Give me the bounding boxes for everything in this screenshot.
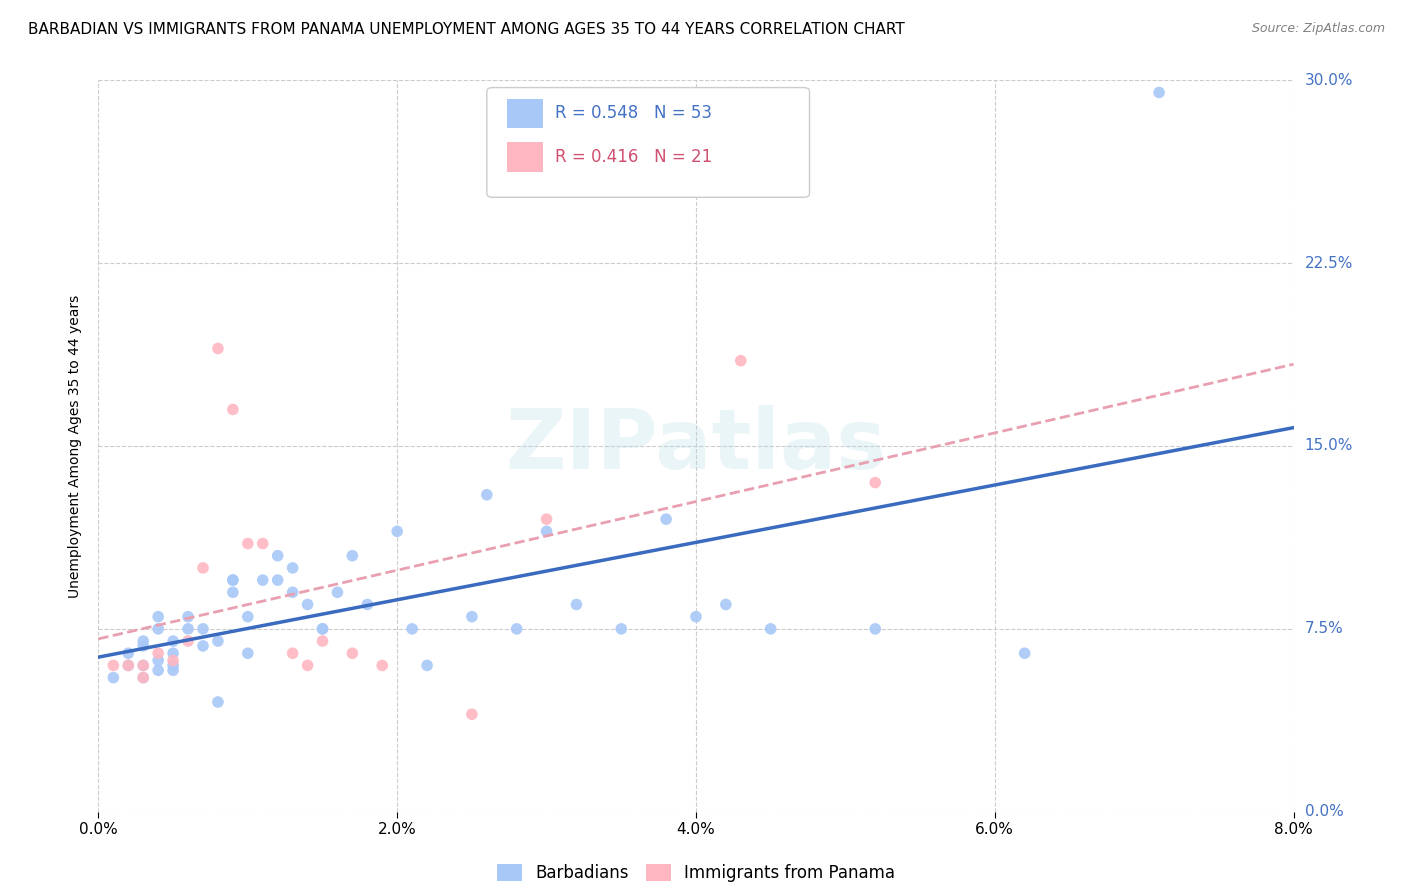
Point: [236, 646, 259, 660]
Point: [655, 512, 678, 526]
Point: [132, 639, 155, 653]
Point: [730, 353, 752, 368]
Point: [281, 646, 304, 660]
Point: [162, 646, 184, 660]
Text: Source: ZipAtlas.com: Source: ZipAtlas.com: [1251, 22, 1385, 36]
FancyBboxPatch shape: [508, 99, 543, 128]
Point: [281, 561, 304, 575]
Point: [865, 475, 887, 490]
Point: [565, 598, 588, 612]
Point: [162, 663, 184, 677]
Point: [311, 622, 333, 636]
Point: [267, 573, 290, 587]
Point: [1014, 646, 1036, 660]
Text: ZIPatlas: ZIPatlas: [506, 406, 886, 486]
Legend: Barbadians, Immigrants from Panama: Barbadians, Immigrants from Panama: [498, 864, 894, 882]
Point: [162, 654, 184, 668]
Point: [536, 512, 558, 526]
Point: [759, 622, 782, 636]
Point: [222, 585, 245, 599]
Y-axis label: Unemployment Among Ages 35 to 44 years: Unemployment Among Ages 35 to 44 years: [69, 294, 83, 598]
Point: [191, 561, 214, 575]
Point: [236, 609, 259, 624]
Point: [103, 658, 125, 673]
Point: [117, 646, 139, 660]
Point: [148, 646, 170, 660]
Point: [177, 622, 200, 636]
Point: [222, 573, 245, 587]
Point: [267, 549, 290, 563]
Point: [281, 585, 304, 599]
Point: [222, 573, 245, 587]
Point: [132, 658, 155, 673]
Point: [132, 671, 155, 685]
Point: [342, 549, 364, 563]
Point: [610, 622, 633, 636]
Text: 15.0%: 15.0%: [1305, 439, 1353, 453]
Point: [475, 488, 498, 502]
Point: [117, 658, 139, 673]
Text: R = 0.548   N = 53: R = 0.548 N = 53: [555, 104, 711, 122]
Point: [207, 695, 229, 709]
Point: [132, 634, 155, 648]
Point: [326, 585, 349, 599]
Point: [132, 658, 155, 673]
Point: [191, 622, 214, 636]
Point: [252, 573, 274, 587]
Text: 22.5%: 22.5%: [1305, 256, 1353, 270]
Point: [207, 342, 229, 356]
Text: BARBADIAN VS IMMIGRANTS FROM PANAMA UNEMPLOYMENT AMONG AGES 35 TO 44 YEARS CORRE: BARBADIAN VS IMMIGRANTS FROM PANAMA UNEM…: [28, 22, 905, 37]
Point: [311, 622, 333, 636]
Text: R = 0.416   N = 21: R = 0.416 N = 21: [555, 148, 713, 166]
Text: 0.0%: 0.0%: [1305, 805, 1343, 819]
Point: [177, 634, 200, 648]
FancyBboxPatch shape: [508, 143, 543, 171]
Point: [506, 622, 529, 636]
Text: 30.0%: 30.0%: [1305, 73, 1353, 87]
Point: [162, 658, 184, 673]
Point: [162, 634, 184, 648]
Point: [685, 609, 707, 624]
Text: 7.5%: 7.5%: [1305, 622, 1343, 636]
Point: [461, 609, 484, 624]
Point: [401, 622, 423, 636]
Point: [714, 598, 737, 612]
Point: [177, 609, 200, 624]
Point: [222, 402, 245, 417]
Point: [148, 654, 170, 668]
Point: [865, 622, 887, 636]
Point: [132, 671, 155, 685]
Point: [536, 524, 558, 539]
Point: [191, 639, 214, 653]
Point: [236, 536, 259, 550]
Point: [1147, 86, 1170, 100]
Point: [103, 671, 125, 685]
Point: [385, 524, 409, 539]
Point: [416, 658, 439, 673]
Point: [342, 646, 364, 660]
Point: [117, 658, 139, 673]
Point: [207, 634, 229, 648]
Point: [461, 707, 484, 722]
Point: [148, 622, 170, 636]
Point: [371, 658, 394, 673]
Point: [297, 658, 319, 673]
Point: [297, 598, 319, 612]
Point: [148, 609, 170, 624]
Point: [252, 536, 274, 550]
Point: [148, 663, 170, 677]
FancyBboxPatch shape: [486, 87, 810, 197]
Point: [356, 598, 378, 612]
Point: [311, 634, 333, 648]
